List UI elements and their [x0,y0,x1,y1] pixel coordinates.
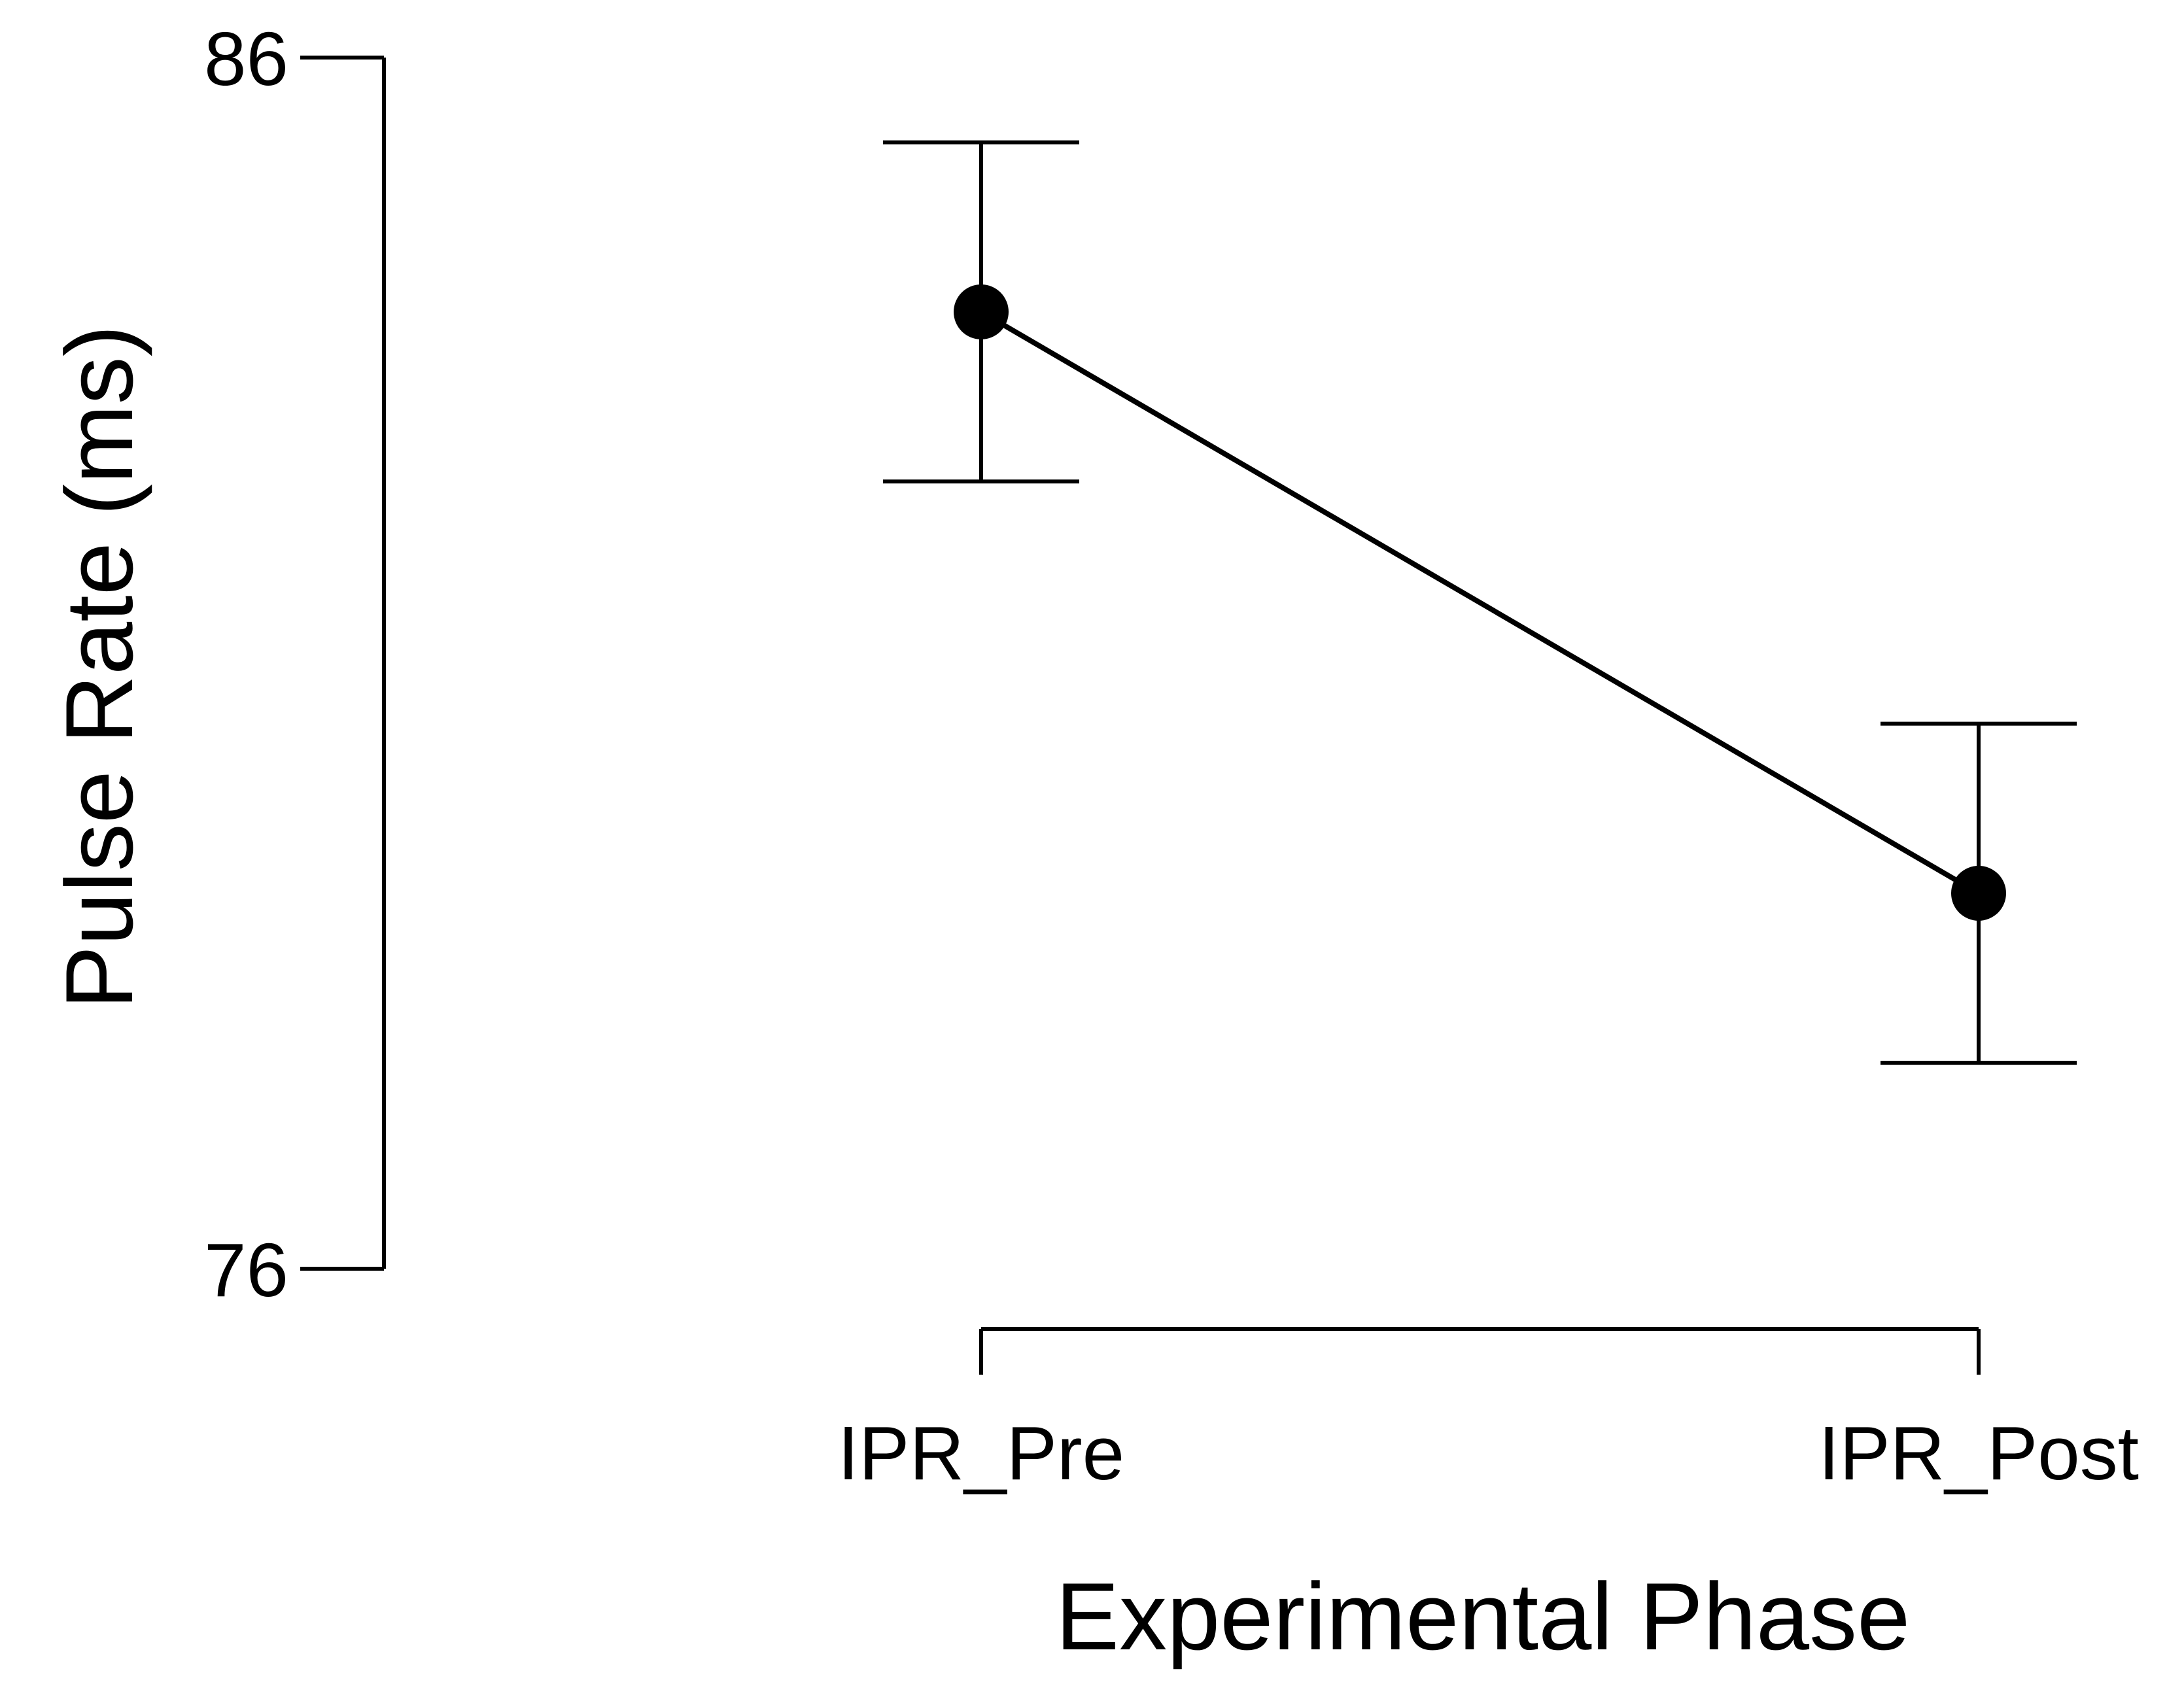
y-axis-title: Pulse Rate (ms) [46,325,152,1010]
y-tick-label-86: 86 [204,16,288,101]
data-point-IPR_Post [1951,865,2006,921]
data-point-IPR_Pre [954,284,1009,339]
x-axis: IPR_Pre IPR_Post [838,1327,2139,1496]
y-axis: 86 76 [204,16,386,1313]
y-tick-label-76: 76 [204,1228,288,1313]
series-line [979,309,1981,896]
x-tick-label-IPR_Post: IPR_Post [1818,1411,2139,1496]
x-axis-title: Experimental Phase [1056,1563,1911,1670]
plot-area [883,140,2077,1065]
x-tick-label-IPR_Pre: IPR_Pre [838,1411,1124,1496]
